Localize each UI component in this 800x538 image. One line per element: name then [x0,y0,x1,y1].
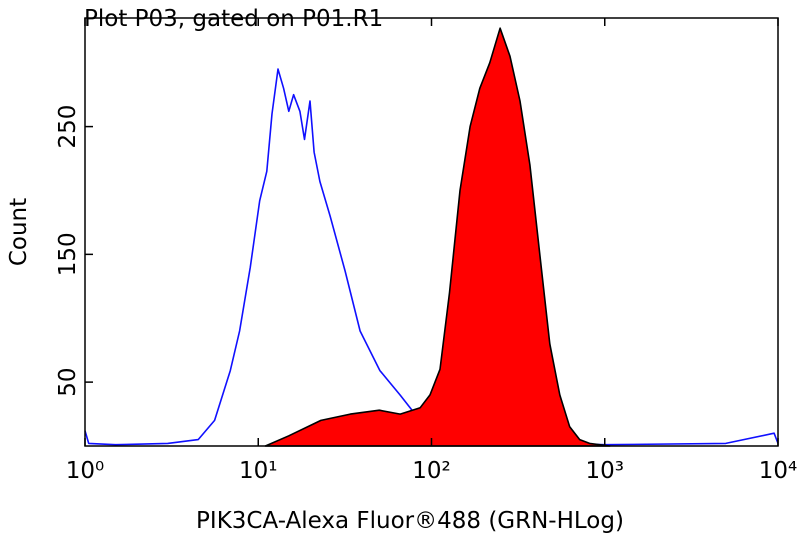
x-tick-label: 10³ [586,458,625,484]
x-tick-label: 10² [412,458,451,484]
x-tick-label: 10¹ [239,458,278,484]
histogram-line [84,68,779,446]
y-tick-label: 50 [55,367,81,396]
x-tick-label: 10⁰ [66,458,105,484]
chart-title: Plot P03, gated on P01.R1 [84,6,383,32]
x-axis-label: PIK3CA-Alexa Fluor®488 (GRN-HLog) [196,508,624,534]
x-tick-label: 10⁴ [759,458,798,484]
y-tick-label: 150 [55,232,81,276]
y-axis-label: Count [6,198,32,266]
histogram-area [264,27,611,447]
y-tick-label: 250 [55,105,81,149]
plot-frame [84,17,779,447]
